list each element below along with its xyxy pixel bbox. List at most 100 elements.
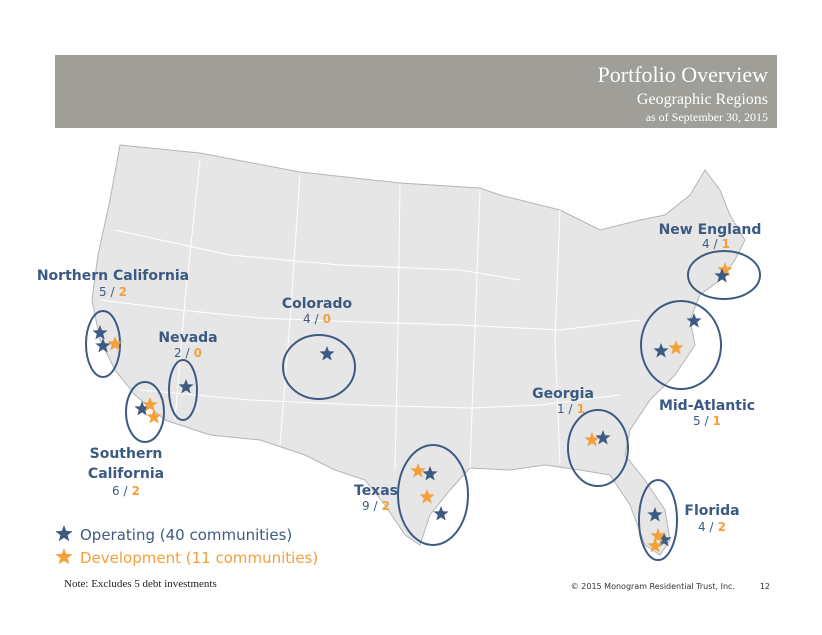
operating-count: 2 [174, 346, 182, 360]
region-name: Florida [684, 503, 739, 519]
region-name: Texas [354, 483, 398, 499]
region-ring [397, 444, 469, 546]
development-count: 0 [318, 312, 331, 326]
region-name: Georgia [532, 386, 594, 402]
page-number: 12 [760, 582, 770, 591]
state-lines [99, 159, 641, 471]
legend: Operating (40 communities) Development (1… [55, 525, 318, 567]
star [107, 336, 123, 351]
region-name: Mid-Atlantic [659, 398, 755, 414]
development-count: 1 [717, 237, 730, 251]
operating-count: 5 [693, 414, 701, 428]
count-separator: / [370, 499, 379, 513]
star [55, 548, 73, 565]
star [686, 313, 702, 328]
star [178, 379, 194, 394]
star [95, 338, 111, 353]
region-name: Northern California [37, 268, 189, 284]
development-count: 2 [377, 499, 390, 513]
region-name: Nevada [158, 330, 217, 346]
header-band [55, 55, 777, 128]
title: Portfolio Overview [598, 62, 769, 87]
copyright: © 2015 Monogram Residential Trust, Inc. [571, 582, 735, 591]
development-count: 1 [572, 402, 585, 416]
star [55, 525, 73, 542]
star [134, 401, 150, 416]
count-separator: / [182, 346, 191, 360]
region-ring [640, 300, 722, 390]
count-separator: / [701, 414, 710, 428]
development-count: 1 [708, 414, 721, 428]
star [717, 262, 733, 277]
region-counts: 1 / 1 [557, 402, 585, 416]
star [422, 466, 438, 481]
region-ring [638, 479, 678, 561]
region-name: Colorado [282, 296, 353, 312]
region-ring [168, 359, 198, 421]
star [647, 538, 663, 553]
region-ring [687, 250, 761, 300]
count-separator: / [710, 237, 719, 251]
note: Note: Excludes 5 debt investments [64, 578, 217, 590]
count-separator: / [706, 520, 715, 534]
region-name: New England [659, 222, 762, 238]
operating-count: 9 [362, 499, 370, 513]
operating-count: 5 [99, 285, 107, 299]
star [656, 532, 672, 547]
region-counts: 4 / 0 [303, 312, 331, 326]
operating-count: 4 [702, 237, 710, 251]
star [650, 528, 666, 543]
star [319, 346, 335, 361]
star [653, 343, 669, 358]
development-count: 2 [114, 285, 127, 299]
count-separator: / [120, 484, 129, 498]
star [584, 432, 600, 447]
star [146, 409, 162, 424]
star [419, 489, 435, 504]
region-counts: 4 / 1 [702, 237, 730, 251]
count-separator: / [107, 285, 116, 299]
legend-operating: Operating (40 communities) [80, 526, 292, 544]
date: as of September 30, 2015 [646, 110, 768, 124]
development-count: 0 [189, 346, 202, 360]
star [142, 397, 158, 412]
region-counts: 5 / 2 [99, 285, 127, 299]
region-ring [125, 381, 165, 443]
region: Southern California 6 / 2 [88, 381, 165, 498]
development-count: 2 [713, 520, 726, 534]
operating-count: 4 [303, 312, 311, 326]
region-ring [282, 334, 356, 400]
star [433, 506, 449, 521]
region-ring [567, 409, 629, 487]
star [595, 430, 611, 445]
star [714, 268, 730, 283]
legend-development: Development (11 communities) [80, 549, 318, 567]
star [647, 507, 663, 522]
star [410, 463, 426, 478]
region-counts: 5 / 1 [693, 414, 721, 428]
star [92, 325, 108, 340]
operating-count: 6 [112, 484, 120, 498]
star [668, 340, 684, 355]
us-outline [91, 144, 746, 556]
subtitle: Geographic Regions [637, 91, 768, 108]
region-counts: 4 / 2 [698, 520, 726, 534]
operating-count: 4 [698, 520, 706, 534]
region-ring [85, 310, 121, 378]
region-counts: 2 / 0 [174, 346, 202, 360]
count-separator: / [565, 402, 574, 416]
us-map [91, 144, 746, 556]
region-name: Southern California [88, 446, 164, 482]
development-count: 2 [127, 484, 140, 498]
region-counts: 6 / 2 [112, 484, 140, 498]
